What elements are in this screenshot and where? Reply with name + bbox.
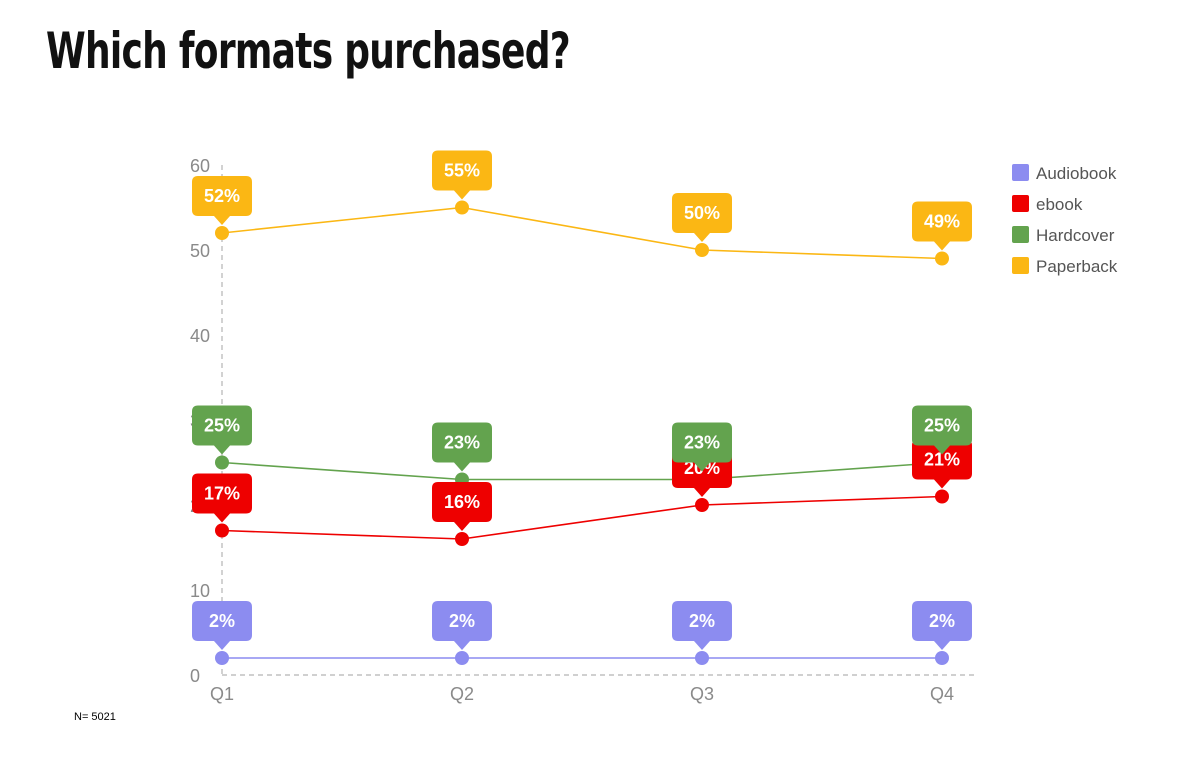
data-label-bubble (672, 193, 732, 242)
data-point (455, 651, 469, 665)
data-label: 2% (209, 611, 235, 631)
chart-legend: Audiobook ebook Hardcover Paperback (1012, 164, 1118, 276)
data-label: 55% (444, 161, 480, 181)
data-point (935, 251, 949, 266)
data-label-bubble (432, 150, 492, 200)
y-tick-label: 60 (190, 156, 210, 176)
x-tick-label: Q2 (450, 684, 474, 704)
data-point (215, 226, 229, 240)
data-label-bubble (192, 601, 252, 650)
x-tick-label: Q3 (690, 684, 714, 704)
y-tick-label: 50 (190, 241, 210, 261)
data-label: 52% (204, 186, 240, 206)
series-line-paperback (221, 206, 943, 260)
data-label: 23% (684, 433, 720, 453)
data-label: 21% (924, 450, 960, 470)
data-label-bubble (912, 439, 972, 489)
sample-size-note: N= 5021 (74, 711, 116, 723)
y-tick-label: 0 (190, 666, 200, 686)
data-point (935, 489, 949, 504)
data-point (695, 651, 709, 665)
data-label: 2% (929, 611, 955, 631)
data-label-bubble (672, 422, 732, 472)
data-label-bubble (912, 405, 972, 455)
data-point (215, 651, 229, 665)
series-line-ebook (221, 495, 943, 540)
data-label: 25% (204, 416, 240, 436)
legend-swatch-audiobook (1012, 164, 1029, 181)
data-label-bubble (192, 473, 252, 523)
data-label: 2% (689, 611, 715, 631)
data-label-bubble (432, 482, 492, 531)
legend-label-ebook: ebook (1036, 195, 1083, 214)
data-point (935, 651, 949, 665)
data-label: 25% (924, 416, 960, 436)
x-tick-label: Q4 (930, 684, 954, 704)
data-point (455, 200, 469, 215)
legend-swatch-ebook (1012, 195, 1029, 212)
legend-swatch-hardcover (1012, 226, 1029, 243)
page-title: Which formats purchased? (46, 22, 571, 80)
legend-label-audiobook: Audiobook (1036, 164, 1117, 183)
data-label: 16% (444, 492, 480, 512)
data-label: 2% (449, 611, 475, 631)
y-tick-label: 40 (190, 326, 210, 346)
chart-data-labels: 2%2%2%2%17%16%20%21%25%23%23%25%52%55%50… (192, 150, 972, 650)
data-label-bubble (672, 601, 732, 650)
legend-label-hardcover: Hardcover (1036, 226, 1115, 245)
legend-label-paperback: Paperback (1036, 257, 1118, 276)
data-label-bubble (192, 176, 252, 225)
data-label: 49% (924, 212, 960, 232)
x-tick-label: Q1 (210, 684, 234, 704)
data-label: 17% (204, 484, 240, 504)
data-point (455, 532, 469, 546)
data-label-bubble (912, 601, 972, 650)
chart-lines (221, 206, 943, 659)
series-line-hardcover (221, 461, 943, 481)
data-point (215, 455, 229, 470)
data-point (695, 498, 709, 512)
chart-points (215, 200, 949, 665)
data-label-bubble (912, 201, 972, 251)
legend-swatch-paperback (1012, 257, 1029, 274)
data-point (695, 243, 709, 257)
data-label-bubble (432, 601, 492, 650)
data-label-bubble (432, 422, 492, 472)
data-label: 23% (444, 433, 480, 453)
data-label-bubble (192, 405, 252, 455)
y-tick-label: 10 (190, 581, 210, 601)
chart-axes: 0102030405060Q1Q2Q3Q4 (190, 156, 975, 704)
data-label: 50% (684, 203, 720, 223)
data-point (215, 523, 229, 538)
